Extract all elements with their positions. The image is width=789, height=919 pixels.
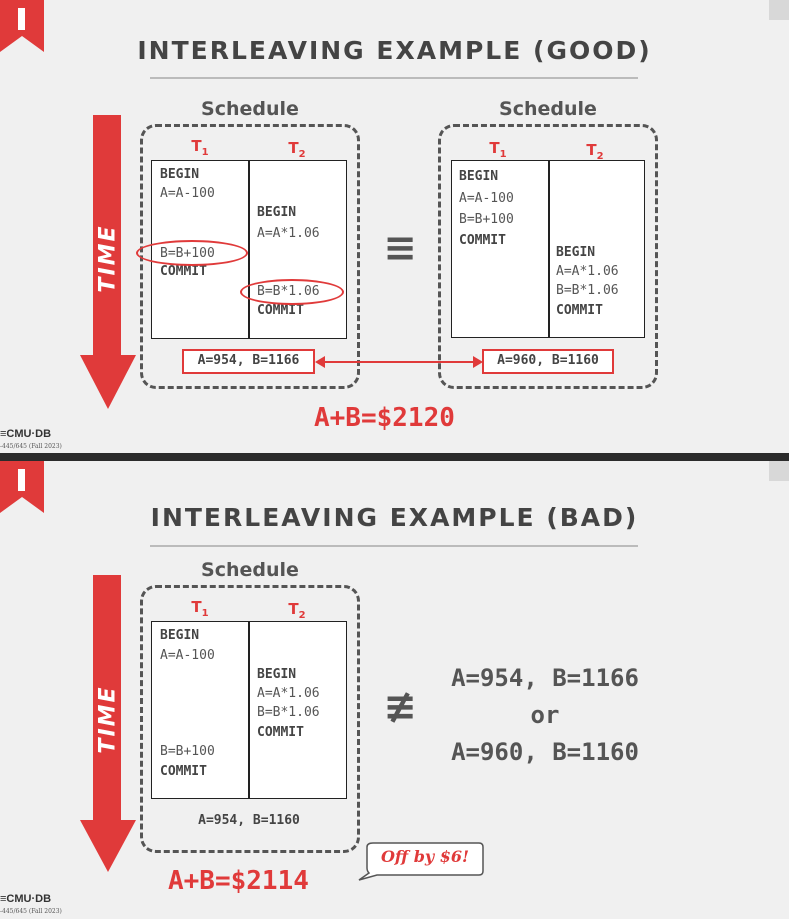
highlight-ellipse-t2	[240, 279, 344, 305]
sum-bad: A+B=$2114	[168, 866, 309, 896]
title-rule	[150, 545, 638, 547]
slide-number	[769, 461, 789, 481]
t1-header: T1	[191, 598, 209, 619]
op-t1-b: B=B+100	[160, 744, 215, 759]
cmu-db-logo: ≡CMU·DB	[0, 893, 52, 905]
t2-header: T2	[288, 600, 306, 621]
course-label: -445/645 (Fall 2023)	[0, 443, 62, 450]
result: A=954, B=1160	[198, 813, 300, 828]
op-t2-b: B=B*1.06	[257, 705, 320, 720]
result-left: A=954, B=1166	[182, 349, 315, 374]
schedule-label: Schedule	[201, 559, 299, 581]
op-t1-commit: COMMIT	[160, 764, 207, 779]
course-label: -445/645 (Fall 2023)	[0, 908, 62, 915]
schedule-label-right: Schedule	[499, 98, 597, 120]
op-t1-begin: BEGIN	[160, 167, 200, 182]
slide-good: INTERLEAVING EXAMPLE (GOOD) TIME Schedul…	[0, 0, 789, 453]
op-t2-a: A=A*1.06	[556, 264, 619, 279]
t2-header-right: T2	[586, 141, 604, 162]
callout-bubble-icon	[358, 842, 484, 881]
t2-header-left: T2	[288, 139, 306, 160]
op-t1-begin: BEGIN	[459, 169, 499, 184]
page-title: INTERLEAVING EXAMPLE (BAD)	[150, 503, 639, 532]
time-label: TIME	[95, 224, 121, 293]
op-t2-begin: BEGIN	[257, 205, 297, 220]
t1-header-left: T1	[191, 137, 209, 158]
schedule-box	[140, 585, 360, 853]
cmu-db-logo: ≡CMU·DB	[0, 428, 52, 440]
schedule-table	[151, 621, 347, 799]
op-t1-a: A=A-100	[459, 191, 514, 206]
schedule-label-left: Schedule	[201, 98, 299, 120]
outcome-1: A=954, B=1166	[451, 664, 639, 692]
result-right: A=960, B=1160	[482, 349, 614, 374]
op-t2-commit: COMMIT	[257, 303, 304, 318]
op-t1-b: B=B+100	[459, 212, 514, 227]
slide-bad: INTERLEAVING EXAMPLE (BAD) TIME Schedule…	[0, 461, 789, 919]
time-arrow-icon	[80, 575, 136, 872]
time-arrow-icon	[80, 115, 136, 409]
title-rule	[150, 77, 638, 79]
double-arrow-icon	[315, 356, 483, 368]
op-t1-commit: COMMIT	[459, 233, 506, 248]
op-t2-commit: COMMIT	[556, 303, 603, 318]
schedule-table-right	[451, 160, 645, 338]
op-t1-a: A=A-100	[160, 648, 215, 663]
bookmark-icon	[0, 0, 44, 52]
not-equivalent-symbol: ≢	[383, 684, 417, 730]
op-t2-a: A=A*1.06	[257, 686, 320, 701]
outcome-or: or	[530, 701, 560, 729]
bookmark-icon	[0, 461, 44, 513]
op-t2-begin: BEGIN	[556, 245, 596, 260]
op-t2-b: B=B*1.06	[556, 283, 619, 298]
slide-number	[769, 0, 789, 20]
outcome-2: A=960, B=1160	[451, 738, 639, 766]
op-t2-a: A=A*1.06	[257, 226, 320, 241]
equivalent-symbol: ≡	[383, 225, 417, 271]
op-t2-begin: BEGIN	[257, 667, 297, 682]
time-label: TIME	[95, 685, 121, 754]
op-t2-commit: COMMIT	[257, 725, 304, 740]
page-title: INTERLEAVING EXAMPLE (GOOD)	[137, 36, 652, 65]
op-t1-commit: COMMIT	[160, 264, 207, 279]
t1-header-right: T1	[489, 139, 507, 160]
possible-outcomes: A=954, B=1166 or A=960, B=1160	[430, 660, 660, 771]
highlight-ellipse-t1	[136, 240, 248, 266]
schedule-box-right	[438, 124, 658, 389]
callout-text: Off by $6!	[380, 847, 470, 866]
sum-good: A+B=$2120	[314, 403, 455, 433]
op-t1-begin: BEGIN	[160, 628, 200, 643]
op-t1-a: A=A-100	[160, 186, 215, 201]
